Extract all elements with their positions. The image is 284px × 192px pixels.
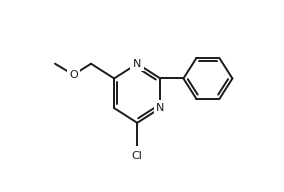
Text: N: N <box>156 103 164 113</box>
Text: N: N <box>133 59 141 69</box>
Text: N: N <box>156 103 164 113</box>
Text: N: N <box>133 59 141 69</box>
Text: Cl: Cl <box>132 151 143 161</box>
Text: O: O <box>69 70 78 80</box>
Text: Cl: Cl <box>132 150 143 160</box>
Text: O: O <box>69 70 78 80</box>
